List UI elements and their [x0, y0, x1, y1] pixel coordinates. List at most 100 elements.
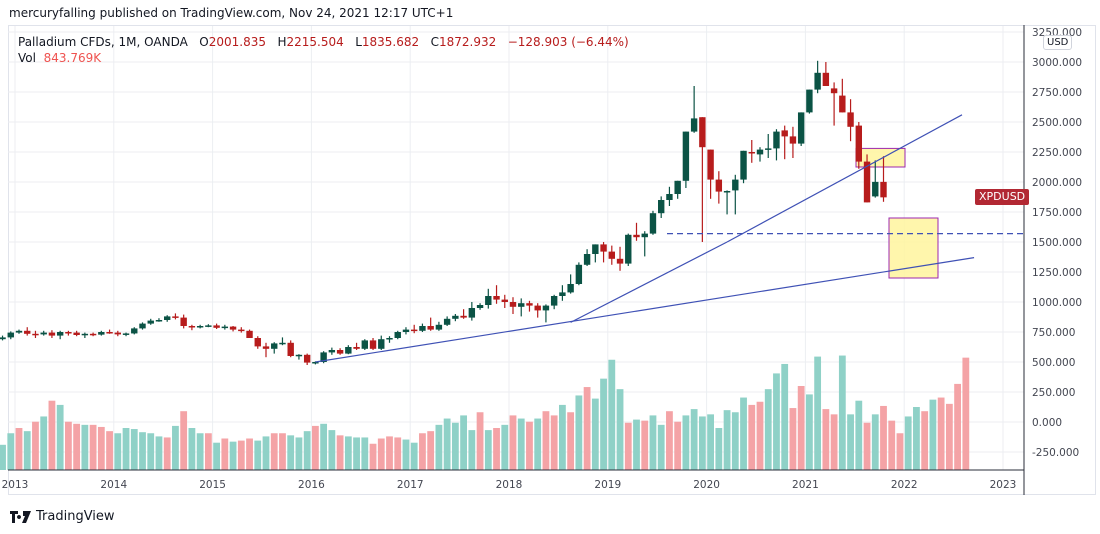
time-tick-label: 2023 [990, 479, 1017, 491]
volume-bar [196, 433, 204, 470]
candle [419, 323, 426, 332]
volume-bar [270, 433, 278, 470]
volume-bar [773, 373, 780, 470]
volume-bar [81, 424, 89, 470]
candle-body [855, 125, 862, 162]
chart-frame [8, 25, 1096, 495]
volume-bar [550, 415, 558, 470]
candle [188, 324, 196, 331]
candle-body [402, 329, 410, 332]
legend-vol-label: Vol [18, 51, 36, 65]
volume-bar [517, 418, 525, 470]
price-tick-label: 750.000 [1032, 327, 1075, 339]
candle [830, 82, 838, 126]
candle [822, 62, 830, 86]
volume-bar [731, 412, 739, 470]
volume-bar [377, 438, 385, 470]
candle-body [748, 152, 755, 154]
currency-badge[interactable]: USD [1043, 35, 1073, 50]
volume-bar [945, 403, 953, 470]
volume-bar [106, 431, 113, 470]
candle-body [822, 72, 830, 86]
volume-bar [48, 400, 56, 470]
candle-body [542, 305, 550, 311]
candle [180, 314, 187, 329]
candle [847, 99, 854, 142]
candle-body [723, 191, 731, 193]
time-tick-label: 2017 [397, 479, 424, 491]
candle-body [633, 234, 640, 238]
candle-body [229, 326, 237, 330]
candle [797, 112, 805, 146]
candle-body [378, 339, 385, 349]
candle-body [501, 299, 508, 302]
volume-bar [312, 425, 319, 470]
time-tick-label: 2019 [594, 479, 621, 491]
tradingview-brand[interactable]: TradingView [10, 509, 115, 524]
candle [641, 231, 648, 257]
volume-bar [147, 433, 155, 470]
volume-bar [797, 386, 805, 470]
candle-body [303, 354, 311, 363]
candle-body [830, 88, 838, 94]
candle-body [773, 131, 780, 149]
candle-body [880, 181, 887, 198]
candle [295, 354, 303, 360]
volume-bar [682, 415, 690, 470]
candle-body [690, 118, 698, 132]
candle-body [246, 330, 253, 338]
volume-bar [139, 432, 146, 470]
candle-body [386, 338, 393, 340]
volume-bar [122, 428, 130, 470]
candle-body [699, 117, 706, 148]
volume-bar [723, 410, 731, 470]
candle-body [196, 326, 204, 328]
volume-bar [73, 423, 81, 470]
candle-body [625, 234, 632, 264]
candle [238, 327, 245, 333]
volume-bar [394, 437, 402, 470]
candle-body [452, 315, 459, 319]
candle [567, 274, 574, 294]
candle [262, 342, 270, 358]
candle [674, 180, 681, 199]
volume-bar [287, 435, 295, 470]
time-tick-label: 2014 [100, 479, 127, 491]
candle [48, 330, 56, 338]
volume-bar [204, 433, 212, 470]
volume-bar [542, 411, 550, 470]
volume-bar [361, 437, 369, 470]
time-tick-label: 2015 [199, 479, 226, 491]
candle [542, 304, 550, 323]
grid [8, 26, 1024, 470]
candle-body [180, 317, 187, 326]
price-tick-label: 1250.000 [1032, 267, 1082, 279]
candle [723, 190, 731, 215]
time-tick-label: 2013 [2, 479, 29, 491]
candle-body [24, 330, 31, 334]
candle-body [0, 337, 6, 340]
candle-body [847, 112, 854, 127]
volume-bar [649, 415, 657, 470]
candle-body [336, 350, 344, 354]
candle [666, 186, 673, 206]
volume-bar [929, 399, 937, 470]
candle-body [345, 347, 352, 354]
candle-body [509, 302, 517, 307]
volume-bar [616, 389, 624, 470]
candle [789, 126, 797, 158]
candle [65, 330, 72, 336]
candle [246, 329, 253, 338]
candle [205, 324, 212, 328]
price-tick-label: -250.000 [1032, 447, 1079, 459]
volume-bar [23, 431, 31, 470]
candle-body [460, 315, 467, 318]
volume-bar [847, 414, 854, 470]
candle-body [279, 342, 286, 345]
candle-body [48, 332, 56, 336]
candle-body [526, 303, 533, 306]
candle [336, 348, 344, 355]
volume-bar [954, 383, 961, 470]
candle [773, 129, 780, 161]
